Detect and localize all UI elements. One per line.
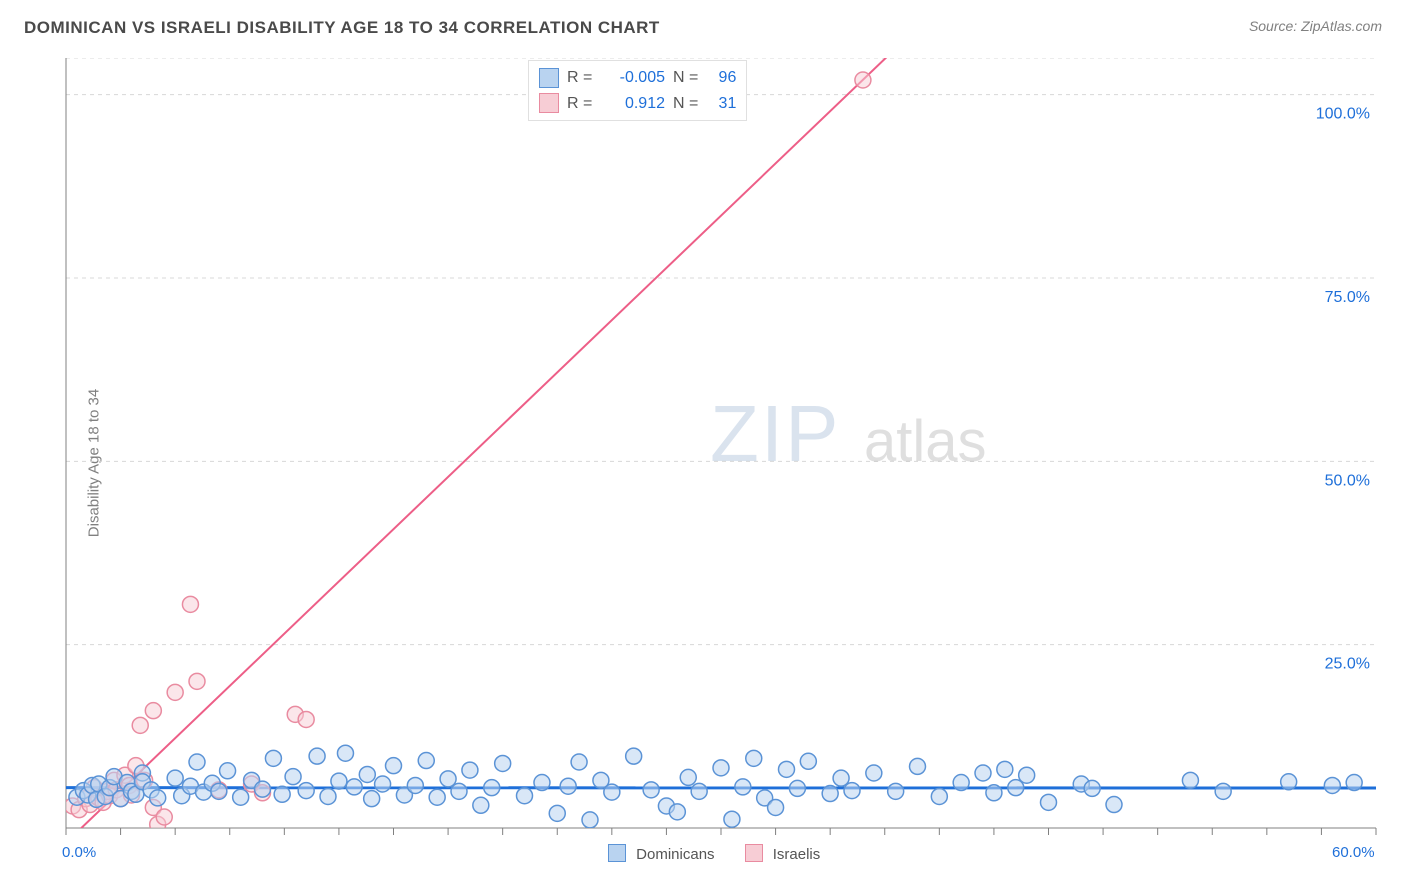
chart-title: DOMINICAN VS ISRAELI DISABILITY AGE 18 T…: [24, 18, 660, 38]
svg-text:25.0%: 25.0%: [1325, 656, 1370, 673]
legend-item-dominicans: Dominicans: [608, 844, 715, 863]
correlation-legend: R = -0.005 N = 96 R = 0.912 N = 31: [528, 60, 747, 121]
svg-text:50.0%: 50.0%: [1325, 472, 1370, 489]
series-legend: Dominicans Israelis: [608, 844, 820, 863]
swatch-israelis: [539, 93, 559, 113]
x-axis-min-label: 0.0%: [62, 844, 96, 861]
source-attribution: Source: ZipAtlas.com: [1249, 18, 1382, 34]
legend-item-israelis: Israelis: [745, 844, 821, 863]
chart-container: Disability Age 18 to 34 25.0%50.0%75.0%1…: [48, 58, 1388, 868]
svg-text:100.0%: 100.0%: [1316, 106, 1370, 123]
swatch-dominicans-icon: [608, 844, 626, 862]
swatch-dominicans: [539, 68, 559, 88]
legend-row-dominicans: R = -0.005 N = 96: [539, 65, 736, 91]
svg-text:75.0%: 75.0%: [1325, 289, 1370, 306]
legend-row-israelis: R = 0.912 N = 31: [539, 91, 736, 117]
x-axis-max-label: 60.0%: [1332, 844, 1375, 861]
scatter-plot: 25.0% 50.0% 75.0% 100.0%: [48, 58, 1388, 868]
swatch-israelis-icon: [745, 844, 763, 862]
